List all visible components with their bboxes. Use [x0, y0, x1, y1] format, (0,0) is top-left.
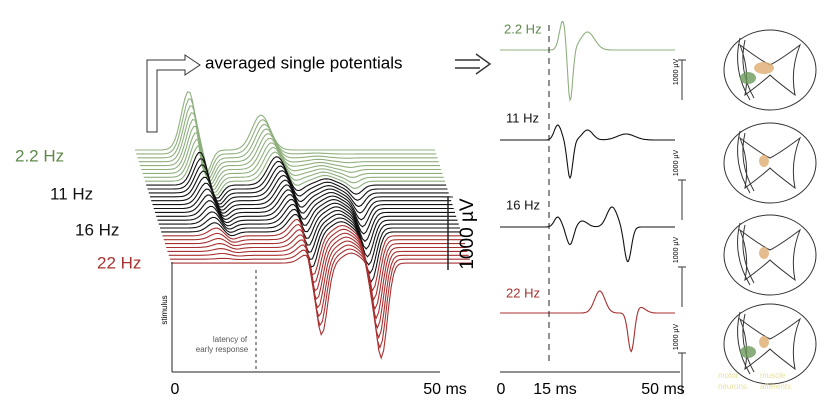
trace: [500, 20, 675, 102]
trace: [165, 228, 465, 310]
trace: [168, 244, 469, 340]
legend-label: afferents: [760, 382, 791, 391]
trace: [156, 194, 457, 250]
latency-label: early response: [196, 345, 249, 354]
cord-outline: [723, 303, 817, 385]
trace: [153, 184, 454, 235]
trace: [166, 234, 467, 320]
freq-label: 2.2 Hz: [15, 146, 64, 165]
trace: [146, 151, 447, 199]
spinal-cord-sections: [723, 29, 817, 385]
trace: [142, 132, 443, 191]
trace: [152, 179, 453, 228]
freq-label: 16 Hz: [506, 197, 540, 212]
afferent: [759, 155, 769, 167]
freq-label: 22 Hz: [506, 285, 540, 300]
cord-outline: [723, 29, 817, 111]
motor-pool: [740, 72, 756, 84]
legend-label: motor: [718, 371, 739, 380]
trace: [169, 248, 470, 350]
trace: [171, 252, 472, 360]
x-tick-label: 0: [171, 381, 180, 398]
afferent: [759, 336, 769, 348]
nerve-root: [737, 311, 755, 375]
scale-label: 1000 µV: [673, 150, 680, 177]
trace: [158, 203, 459, 266]
arrow: [455, 53, 492, 75]
x-tick-label: 15 ms: [533, 381, 577, 398]
trace: [500, 206, 675, 263]
trace: [167, 239, 468, 330]
stimulus-label: stimulus: [160, 295, 169, 324]
trace: [147, 158, 448, 202]
freq-label: 22 Hz: [97, 253, 141, 272]
trace: [151, 174, 452, 221]
title: averaged single potentials: [205, 53, 403, 72]
latency-label: latency of: [213, 335, 248, 344]
afferent: [754, 62, 774, 74]
trace: [150, 170, 450, 214]
scale-label: 1000 µV: [673, 324, 680, 351]
trace: [155, 189, 455, 243]
x-tick-label: 50 ms: [423, 381, 467, 398]
gray-matter: [738, 228, 802, 282]
gray-matter: [738, 317, 802, 371]
motor-pool: [740, 346, 756, 358]
trace: [500, 124, 675, 180]
trace: [140, 118, 440, 185]
trace: [138, 112, 439, 183]
legend-label: neurons: [718, 382, 747, 391]
trace: [141, 125, 442, 188]
x-tick-label: 0: [497, 381, 506, 398]
legend-label: muscle: [760, 371, 786, 380]
freq-label: 2.2 Hz: [504, 21, 542, 36]
freq-label: 16 Hz: [75, 220, 119, 239]
waterfall-traces: [135, 91, 472, 360]
trace: [135, 91, 435, 175]
x-tick-label: 50 ms: [641, 381, 685, 398]
gray-matter: [738, 136, 802, 190]
freq-label: 11 Hz: [50, 184, 93, 203]
cord-outline: [723, 214, 817, 296]
trace: [143, 138, 444, 194]
single-potentials: [500, 20, 686, 393]
freq-label: 11 Hz: [506, 110, 539, 125]
trace: [136, 98, 437, 177]
trace: [145, 145, 445, 197]
scale-label: 1000 µV: [457, 198, 478, 269]
nerve-root: [737, 222, 755, 286]
trace: [137, 105, 438, 180]
scale-label: 1000 µV: [673, 59, 680, 86]
arrow: [146, 54, 201, 133]
trace: [500, 290, 675, 353]
trace: [160, 208, 460, 275]
scale-label: 1000 µV: [673, 237, 680, 264]
trace: [157, 199, 458, 258]
afferent: [759, 247, 769, 259]
trace: [148, 164, 449, 208]
nerve-root: [737, 130, 755, 194]
cord-outline: [723, 122, 817, 204]
nerve-root: [737, 37, 755, 101]
